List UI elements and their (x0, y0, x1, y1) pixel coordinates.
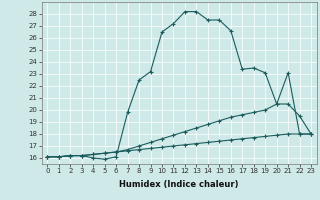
X-axis label: Humidex (Indice chaleur): Humidex (Indice chaleur) (119, 180, 239, 189)
